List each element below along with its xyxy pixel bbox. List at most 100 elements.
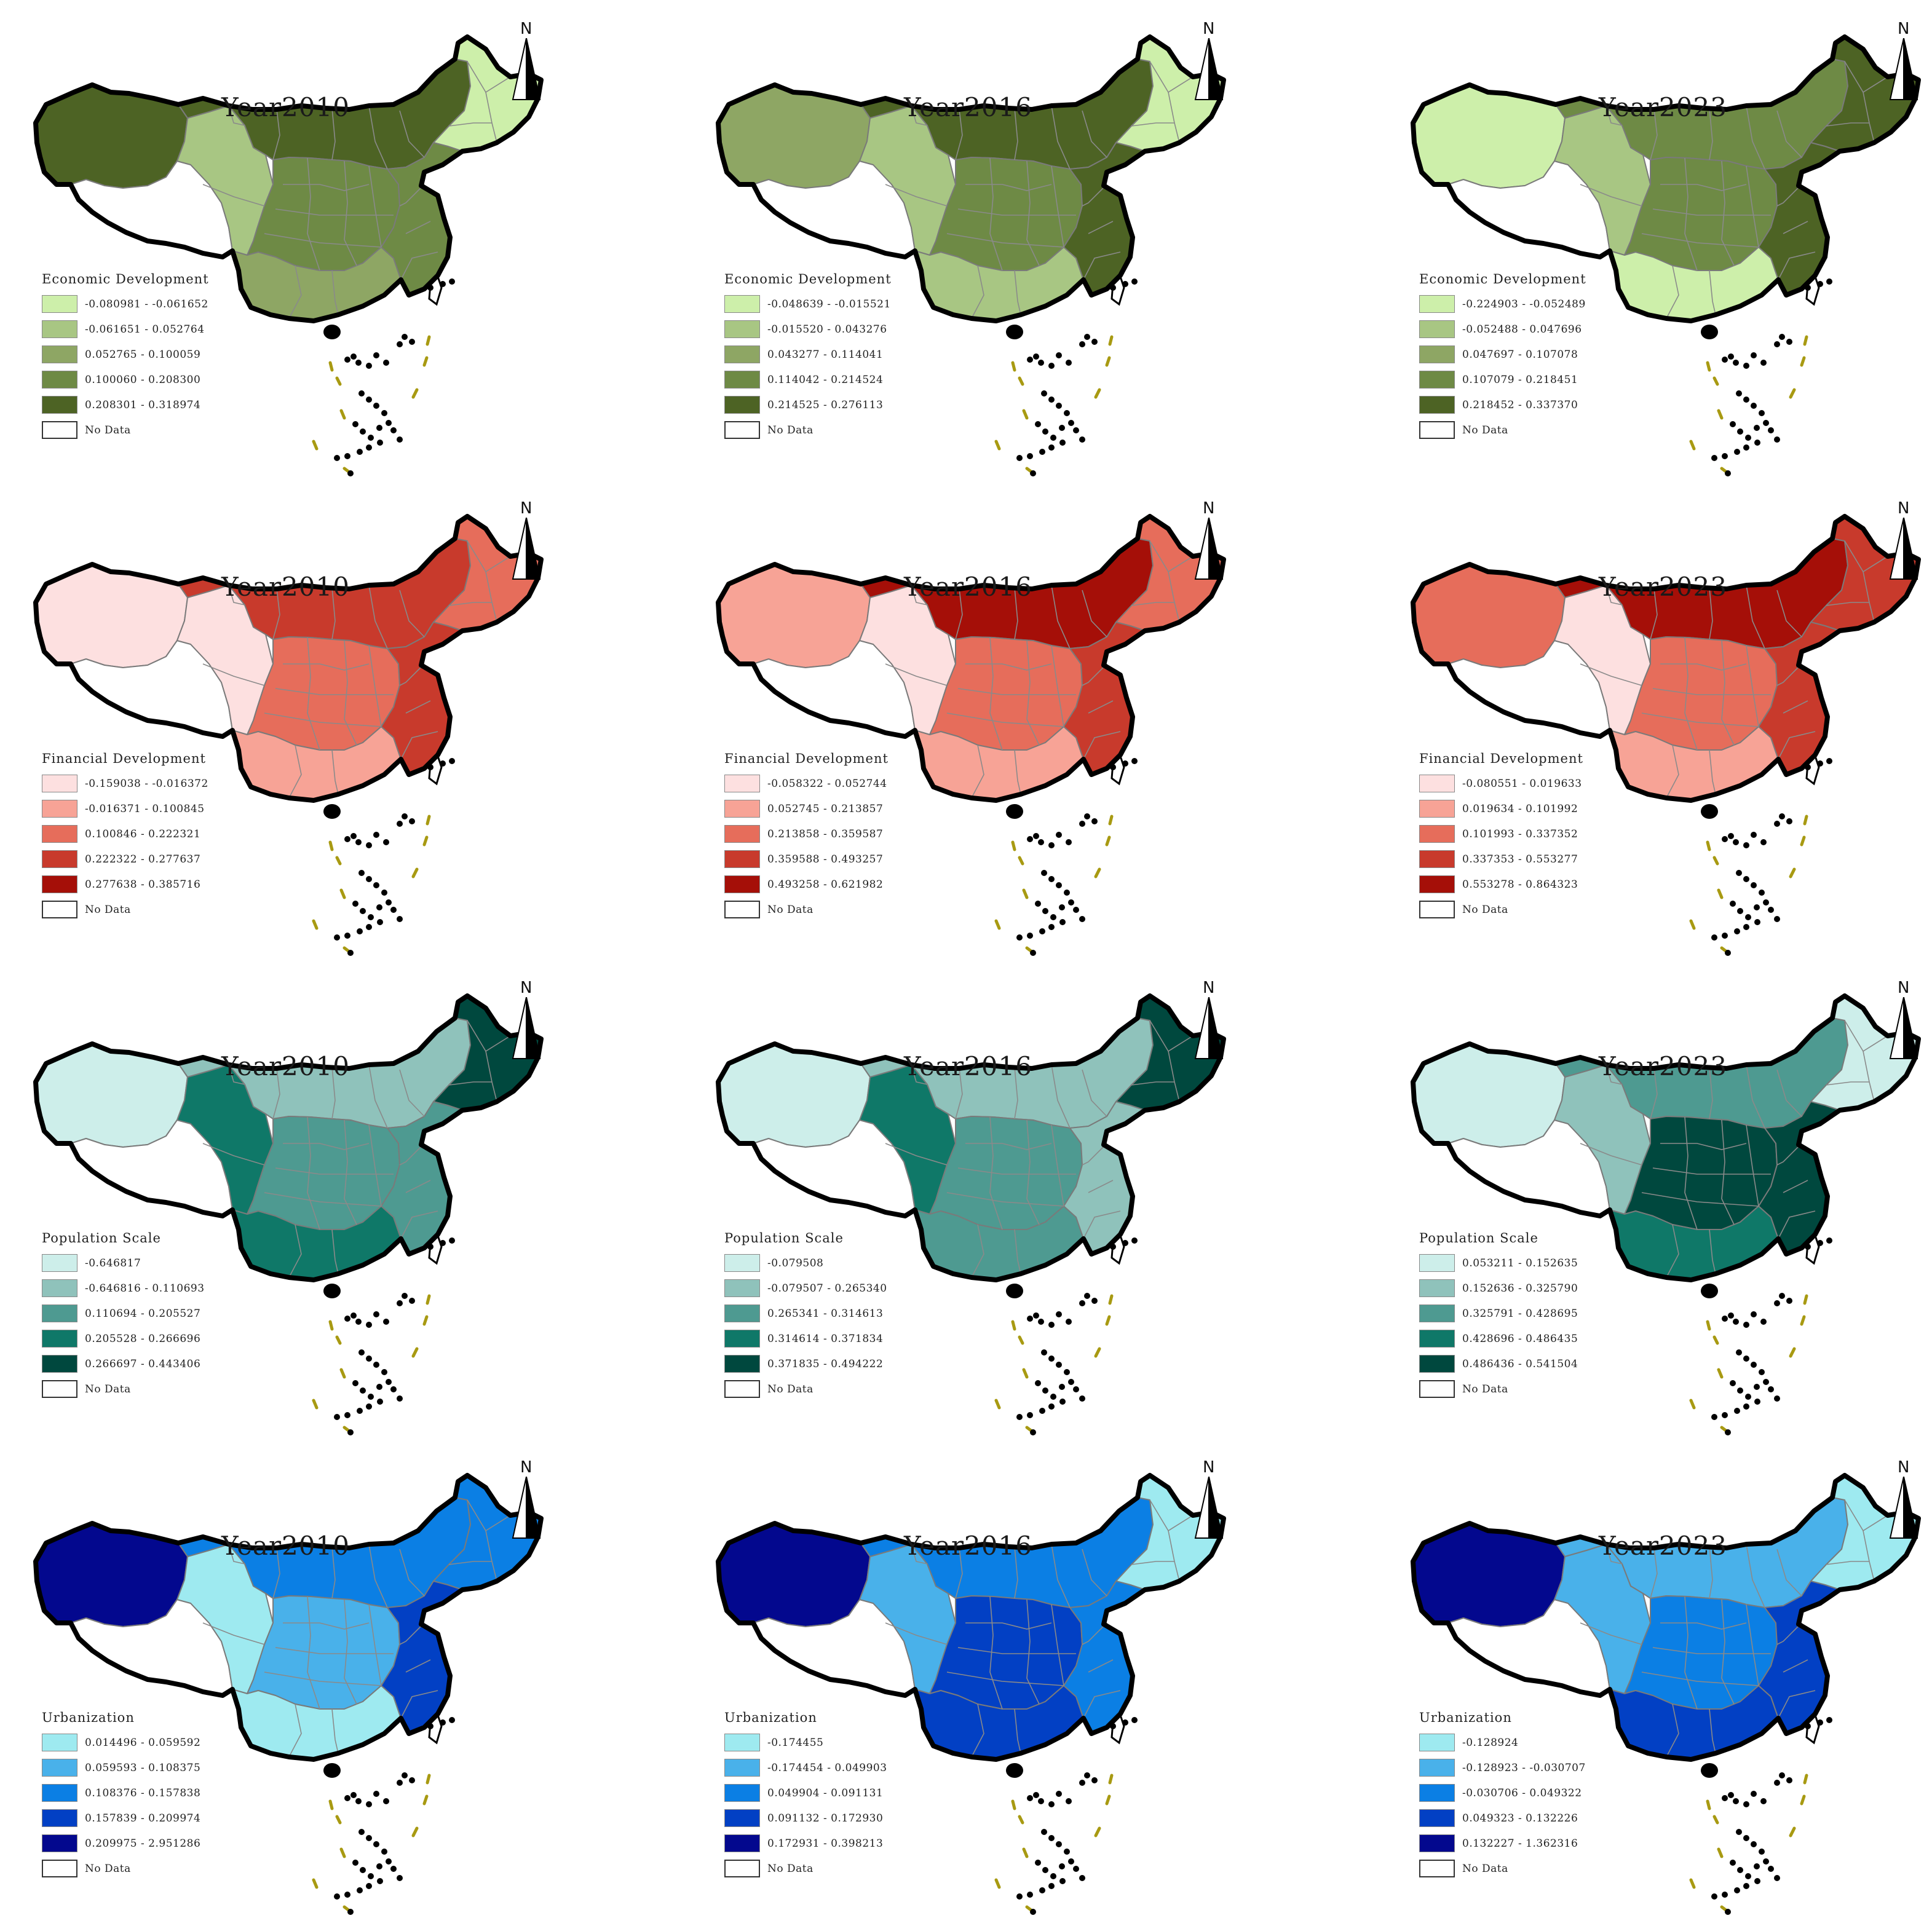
map-year-title: Year2023 <box>1599 572 1727 602</box>
island-dot <box>1041 870 1047 876</box>
legend-range-label: 0.325791 - 0.428695 <box>1462 1307 1578 1320</box>
south-china-sea-islands <box>312 754 455 956</box>
island-dot <box>1027 1795 1033 1801</box>
island-dot <box>344 836 350 842</box>
legend-title: Economic Development <box>1419 272 1586 286</box>
national-border <box>33 1473 544 1762</box>
island-dot <box>1110 1244 1116 1250</box>
boundary-dash <box>1022 888 1029 899</box>
island-dot <box>1728 833 1734 839</box>
legend-item: -0.052488 - 0.047696 <box>1419 317 1586 342</box>
island-dot <box>1122 281 1128 287</box>
north-label: N <box>1203 979 1215 997</box>
boundary-dash <box>328 1799 334 1810</box>
legend-swatch <box>724 1304 760 1322</box>
legend-item: 0.019634 - 0.101992 <box>1419 796 1583 821</box>
legend-swatch <box>42 1355 77 1373</box>
map-year-title: Year2023 <box>1599 1051 1727 1081</box>
legend-item: 0.265341 - 0.314613 <box>724 1301 887 1326</box>
island-dot <box>366 1356 372 1362</box>
legend-item: 0.493258 - 0.621982 <box>724 872 889 897</box>
map-panel: Year2010 N Economic Development -0.080981 -… <box>0 0 644 480</box>
island-dot <box>1033 1792 1039 1798</box>
legend-range-label: 0.359588 - 0.493257 <box>767 853 884 866</box>
island-dot <box>381 1369 387 1375</box>
island-dot <box>1786 818 1792 824</box>
island-dot <box>409 1777 415 1783</box>
legend-item: 0.266697 - 0.443406 <box>42 1351 205 1376</box>
island-dot <box>1736 1829 1742 1835</box>
legend-item: -0.079507 - 0.265340 <box>724 1276 887 1301</box>
legend-item: -0.079508 <box>724 1250 887 1276</box>
island-dot <box>1079 436 1085 443</box>
legend-swatch <box>42 1759 77 1777</box>
island-dot <box>1759 890 1765 896</box>
legend-item-no-data: No Data <box>1419 1856 1586 1881</box>
north-arrow: N <box>1888 979 1925 1059</box>
legend-item: -0.159038 - -0.016372 <box>42 771 208 796</box>
island-dot <box>397 916 403 922</box>
boundary-dash <box>411 388 419 399</box>
legend-item: 0.052765 - 0.100059 <box>42 342 209 367</box>
legend-item-no-data: No Data <box>42 1856 200 1881</box>
island-dot <box>1805 1244 1811 1250</box>
island-dot <box>1722 836 1728 842</box>
legend-item: 0.047697 - 0.107078 <box>1419 342 1586 367</box>
legend-item: 0.214525 - 0.276113 <box>724 392 892 417</box>
island-dot <box>1059 919 1066 925</box>
island-dot <box>427 1244 434 1250</box>
legend-swatch <box>724 1834 760 1852</box>
legend-swatch <box>724 295 760 313</box>
island-dot <box>1728 1312 1734 1319</box>
island-dot <box>1759 1369 1765 1375</box>
boundary-dash <box>994 1399 1001 1410</box>
island-dot <box>357 1408 363 1414</box>
map-legend: Economic Development -0.224903 - -0.05248… <box>1419 272 1586 443</box>
boundary-dash <box>422 356 429 367</box>
taiwan-outline <box>428 754 443 786</box>
island-dot <box>1048 1403 1055 1410</box>
legend-item: 0.314614 - 0.371834 <box>724 1326 887 1351</box>
island-dot <box>376 1863 382 1869</box>
island-dot <box>1722 1412 1728 1418</box>
legend-item: 0.359588 - 0.493257 <box>724 847 889 872</box>
legend-item: 0.337353 - 0.553277 <box>1419 847 1583 872</box>
legend-swatch <box>1419 775 1455 792</box>
legend-range-label: 0.043277 - 0.114041 <box>767 348 884 361</box>
island-dot <box>1728 353 1734 360</box>
legend-swatch <box>724 850 760 868</box>
legend-title: Financial Development <box>724 751 889 766</box>
legend-swatch-no-data <box>42 421 77 439</box>
legend-range-label: 0.172931 - 0.398213 <box>767 1837 884 1850</box>
taiwan-outline <box>428 1713 443 1745</box>
island-dot <box>1033 833 1039 839</box>
island-dot <box>1066 1798 1072 1804</box>
boundary-dash <box>1108 815 1114 826</box>
map-panel: Year2023 N Population Scale 0.053211 - 0.15… <box>1377 959 1932 1438</box>
island-dot <box>1734 1887 1740 1893</box>
island-dot <box>1027 1892 1033 1898</box>
china-choropleth-map <box>1411 993 1921 1435</box>
legend-swatch <box>42 825 77 843</box>
island-dot <box>1737 1387 1743 1394</box>
island-dot <box>397 341 403 347</box>
legend-item-no-data: No Data <box>724 1376 887 1402</box>
island-dot <box>1122 1719 1128 1726</box>
island-dot <box>1734 928 1740 934</box>
legend-item: 0.208301 - 0.318974 <box>42 392 209 417</box>
island-dot <box>373 1791 379 1797</box>
hainan-shape <box>1701 325 1718 339</box>
island-dot <box>1084 1772 1090 1778</box>
island-dot <box>390 427 397 433</box>
island-dot <box>1751 1311 1757 1317</box>
legend-swatch <box>724 345 760 363</box>
north-label: N <box>1898 1458 1910 1477</box>
island-dot <box>344 1316 350 1322</box>
north-label: N <box>1898 499 1910 518</box>
legend-range-label: 0.110694 - 0.205527 <box>85 1307 201 1320</box>
island-dot <box>1131 1717 1138 1723</box>
island-dot <box>1711 455 1717 461</box>
island-dot <box>1035 1860 1041 1866</box>
island-dot <box>1730 421 1736 427</box>
boundary-dash <box>426 1294 431 1305</box>
